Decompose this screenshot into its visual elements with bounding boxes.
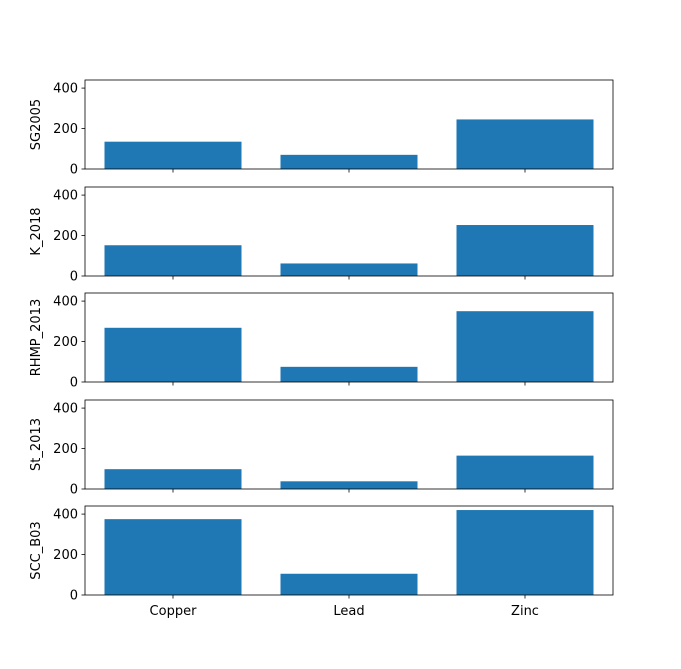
ytick-label-panel-5: 0 [70, 589, 78, 604]
ytick-label-panel-4: 200 [53, 442, 78, 457]
xtick-label-copper: Copper [150, 604, 198, 619]
ylabel-panel-5: SCC_B03 [29, 521, 44, 579]
bar-copper-panel-5 [104, 519, 242, 595]
ylabel-panel-3: RHMP_2013 [29, 299, 44, 376]
ytick-label-panel-2: 200 [53, 229, 78, 244]
ytick-label-panel-1: 0 [70, 163, 78, 178]
xtick-label-lead: Lead [333, 604, 364, 619]
ytick-label-panel-3: 200 [53, 335, 78, 350]
ytick-label-panel-3: 400 [53, 295, 78, 310]
xtick-label-zinc: Zinc [511, 604, 539, 619]
bar-zinc-panel-4 [456, 455, 594, 490]
ylabel-panel-2: K_2018 [29, 207, 44, 255]
bar-lead-panel-1 [280, 154, 418, 169]
ytick-label-panel-5: 200 [53, 548, 78, 563]
ytick-label-panel-2: 0 [70, 270, 78, 285]
ytick-label-panel-1: 400 [53, 82, 78, 97]
ytick-label-panel-5: 400 [53, 508, 78, 523]
bar-lead-panel-5 [280, 573, 418, 595]
ylabel-panel-4: St_2013 [29, 418, 44, 471]
ytick-label-panel-4: 400 [53, 402, 78, 417]
bar-lead-panel-4 [280, 481, 418, 489]
bar-zinc-panel-3 [456, 311, 594, 382]
ytick-label-panel-4: 0 [70, 483, 78, 498]
bar-copper-panel-1 [104, 141, 242, 169]
bar-copper-panel-4 [104, 469, 242, 489]
bar-zinc-panel-5 [456, 510, 594, 595]
bar-zinc-panel-2 [456, 225, 594, 276]
ytick-label-panel-3: 0 [70, 376, 78, 391]
ytick-label-panel-1: 200 [53, 122, 78, 137]
bar-copper-panel-2 [104, 245, 242, 276]
bar-lead-panel-3 [280, 366, 418, 382]
ytick-label-panel-2: 400 [53, 189, 78, 204]
bar-zinc-panel-1 [456, 119, 594, 169]
bar-copper-panel-3 [104, 327, 242, 382]
bar-lead-panel-2 [280, 263, 418, 276]
ylabel-panel-1: SG2005 [29, 99, 44, 150]
